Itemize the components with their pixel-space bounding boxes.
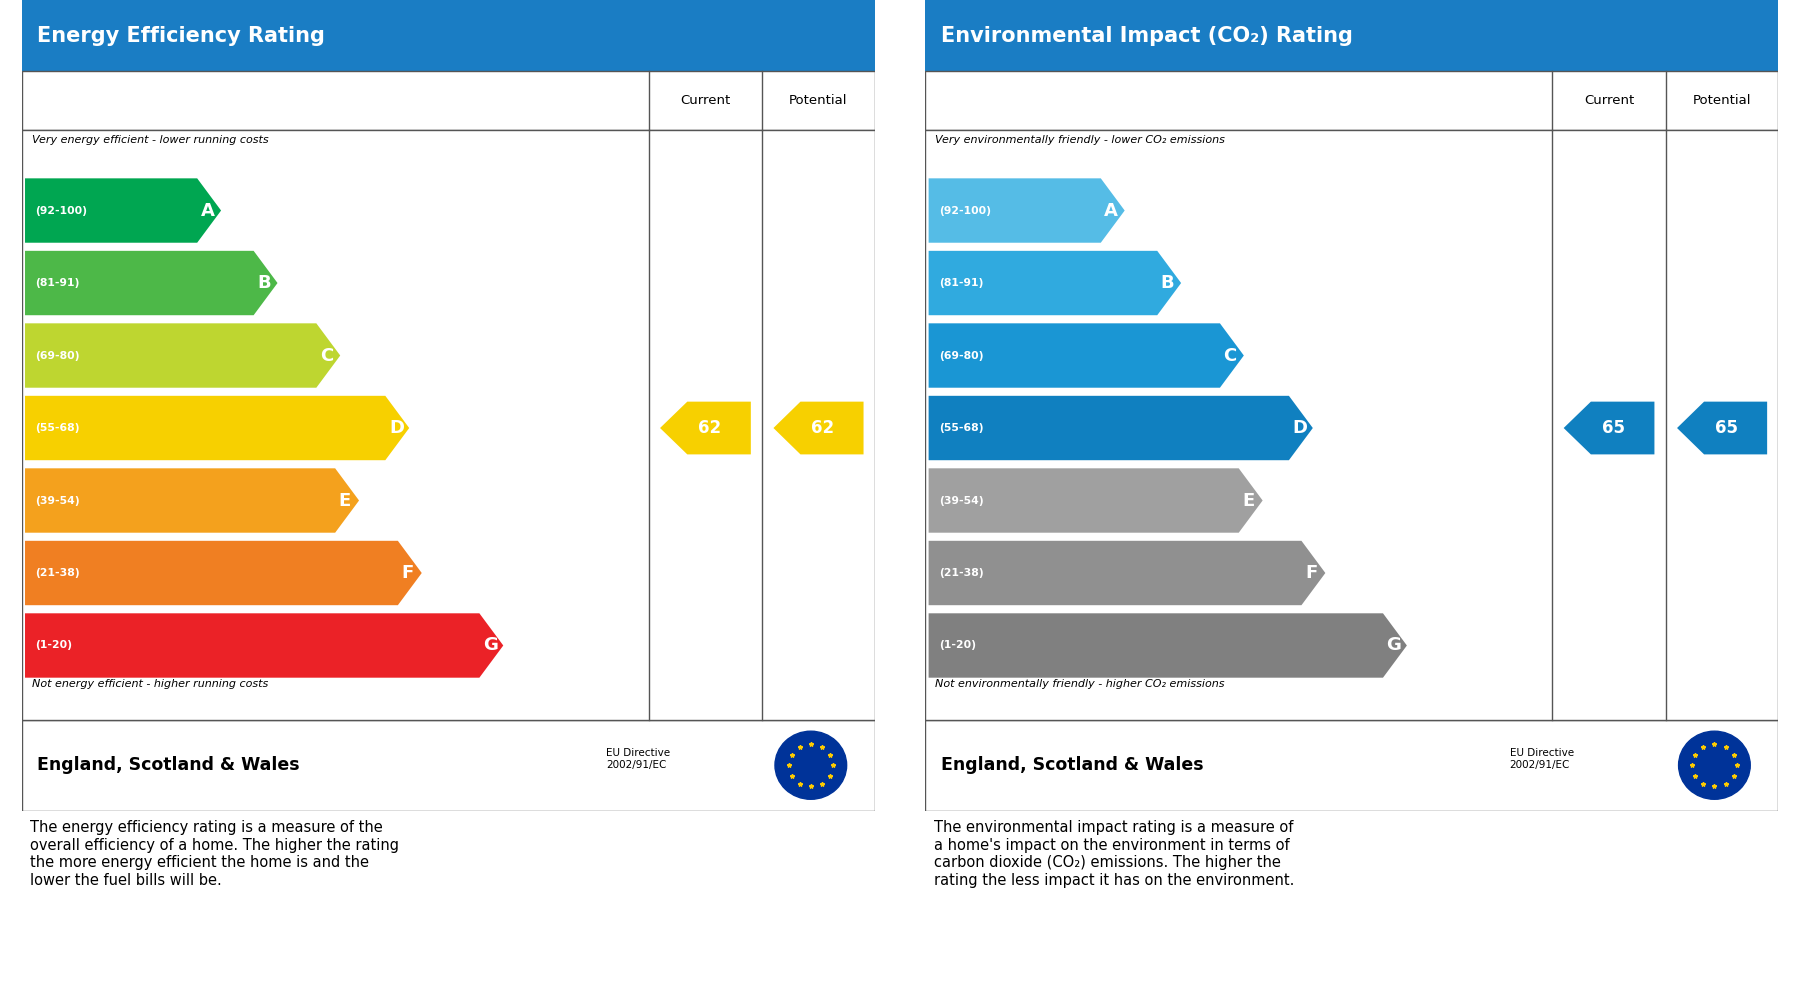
Text: F: F <box>401 564 414 582</box>
Text: Environmental Impact (CO₂) Rating: Environmental Impact (CO₂) Rating <box>941 25 1352 45</box>
Text: (81-91): (81-91) <box>36 278 79 288</box>
Text: Potential: Potential <box>1692 94 1751 107</box>
Text: A: A <box>202 201 214 220</box>
Text: EU Directive
2002/91/EC: EU Directive 2002/91/EC <box>1510 748 1573 769</box>
Text: G: G <box>1386 636 1402 655</box>
Polygon shape <box>929 541 1325 605</box>
Polygon shape <box>25 468 358 533</box>
Polygon shape <box>25 541 421 605</box>
Text: (1-20): (1-20) <box>36 640 72 651</box>
Bar <box>925 71 1778 130</box>
Polygon shape <box>929 468 1262 533</box>
Text: B: B <box>257 274 270 292</box>
Polygon shape <box>929 613 1408 678</box>
Text: (55-68): (55-68) <box>36 423 79 433</box>
Circle shape <box>776 731 846 800</box>
Text: 62: 62 <box>698 419 722 437</box>
Polygon shape <box>25 251 277 315</box>
Text: E: E <box>338 491 351 510</box>
Text: (92-100): (92-100) <box>940 205 990 215</box>
Text: Not energy efficient - higher running costs: Not energy efficient - higher running co… <box>32 680 268 690</box>
Polygon shape <box>25 323 340 388</box>
Text: (55-68): (55-68) <box>940 423 983 433</box>
Polygon shape <box>1678 402 1768 454</box>
Text: England, Scotland & Wales: England, Scotland & Wales <box>941 756 1202 774</box>
Text: B: B <box>1161 274 1174 292</box>
Text: G: G <box>482 636 499 655</box>
Circle shape <box>1679 731 1750 800</box>
Bar <box>22 130 875 720</box>
Text: 62: 62 <box>812 419 833 437</box>
Text: Energy Efficiency Rating: Energy Efficiency Rating <box>38 25 324 45</box>
Text: A: A <box>1105 201 1118 220</box>
Text: (1-20): (1-20) <box>940 640 976 651</box>
Text: (21-38): (21-38) <box>36 568 79 578</box>
Text: 65: 65 <box>1602 419 1625 437</box>
Text: (39-54): (39-54) <box>36 495 79 506</box>
Polygon shape <box>1564 402 1654 454</box>
Text: (39-54): (39-54) <box>940 495 983 506</box>
Bar <box>22 720 875 811</box>
Text: (69-80): (69-80) <box>36 350 79 361</box>
Text: D: D <box>1292 419 1307 437</box>
Polygon shape <box>25 396 409 460</box>
Text: (92-100): (92-100) <box>36 205 86 215</box>
Polygon shape <box>25 178 221 243</box>
Bar <box>22 71 875 130</box>
Text: D: D <box>389 419 403 437</box>
Polygon shape <box>929 323 1244 388</box>
Bar <box>925 0 1778 71</box>
Text: Potential: Potential <box>788 94 848 107</box>
Text: Not environmentally friendly - higher CO₂ emissions: Not environmentally friendly - higher CO… <box>936 680 1226 690</box>
Text: (81-91): (81-91) <box>940 278 983 288</box>
Text: (21-38): (21-38) <box>940 568 983 578</box>
Text: Very environmentally friendly - lower CO₂ emissions: Very environmentally friendly - lower CO… <box>936 135 1226 145</box>
Polygon shape <box>774 402 864 454</box>
Text: England, Scotland & Wales: England, Scotland & Wales <box>38 756 299 774</box>
Text: Current: Current <box>1584 94 1634 107</box>
Text: E: E <box>1242 491 1255 510</box>
Polygon shape <box>929 178 1125 243</box>
Text: 65: 65 <box>1715 419 1737 437</box>
Text: The energy efficiency rating is a measure of the
overall efficiency of a home. T: The energy efficiency rating is a measur… <box>31 821 400 887</box>
Polygon shape <box>25 613 504 678</box>
Bar <box>22 0 875 71</box>
Bar <box>925 720 1778 811</box>
Polygon shape <box>929 396 1312 460</box>
Text: F: F <box>1305 564 1318 582</box>
Text: Very energy efficient - lower running costs: Very energy efficient - lower running co… <box>32 135 268 145</box>
Bar <box>925 130 1778 720</box>
Polygon shape <box>661 402 751 454</box>
Text: C: C <box>320 346 333 365</box>
Text: (69-80): (69-80) <box>940 350 983 361</box>
Text: C: C <box>1224 346 1237 365</box>
Text: Current: Current <box>680 94 731 107</box>
Text: EU Directive
2002/91/EC: EU Directive 2002/91/EC <box>607 748 670 769</box>
Text: The environmental impact rating is a measure of
a home's impact on the environme: The environmental impact rating is a mea… <box>934 821 1294 887</box>
Polygon shape <box>929 251 1181 315</box>
